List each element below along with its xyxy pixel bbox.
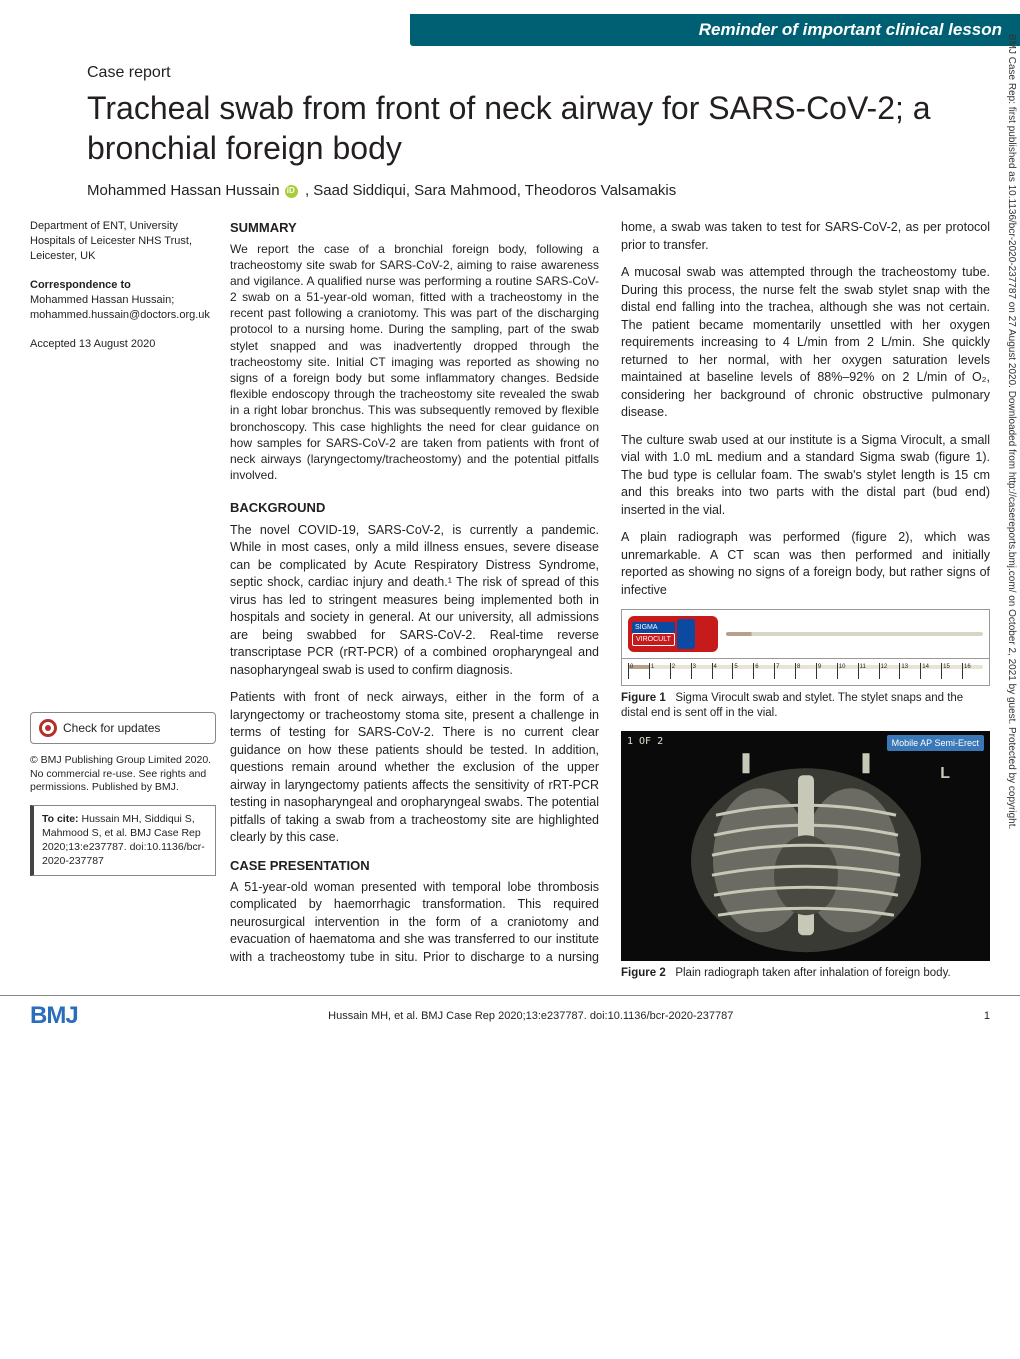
author-1: Mohammed Hassan Hussain — [87, 182, 280, 199]
background-p1: The novel COVID-19, SARS-CoV-2, is curre… — [230, 522, 599, 680]
figure-1-image: SIGMA VIROCULT 012345678910111213141516 — [621, 609, 990, 686]
ruler-tick: 14 — [920, 663, 941, 679]
citation-box: To cite: Hussain MH, Siddiqui S, Mahmood… — [30, 805, 216, 876]
correspondence-head: Correspondence to — [30, 278, 216, 293]
ruler-tick: 6 — [753, 663, 774, 679]
ruler-tick: 16 — [962, 663, 983, 679]
ruler-tick: 8 — [795, 663, 816, 679]
vial-icon: SIGMA VIROCULT — [628, 616, 718, 652]
author-list: Mohammed Hassan Hussain , Saad Siddiqui,… — [87, 182, 1020, 199]
ruler-tick: 13 — [899, 663, 920, 679]
sidebar-meta: Department of ENT, University Hospitals … — [30, 219, 230, 981]
case-p2: A mucosal swab was attempted through the… — [621, 264, 990, 422]
xray-side-marker: L — [940, 763, 950, 785]
author-rest: , Saad Siddiqui, Sara Mahmood, Theodoros… — [305, 182, 676, 199]
figure-2-image: 1 OF 2 Mobile AP Semi-Erect L — [621, 731, 990, 961]
case-p4: A plain radiograph was performed (figure… — [621, 529, 990, 599]
case-heading: CASE PRESENTATION — [230, 857, 599, 875]
page-number: 1 — [984, 1010, 990, 1022]
figure-1-label: Figure 1 — [621, 692, 666, 704]
case-p3: The culture swab used at our institute i… — [621, 432, 990, 520]
check-updates-button[interactable]: Check for updates — [30, 712, 216, 744]
check-updates-label: Check for updates — [63, 720, 160, 736]
figure-1-caption-text: Sigma Virocult swab and stylet. The styl… — [621, 692, 963, 719]
ruler-tick: 0 — [628, 663, 649, 679]
summary-text: We report the case of a bronchial foreig… — [230, 241, 599, 484]
category-banner: Reminder of important clinical lesson — [410, 14, 1020, 46]
footer-citation: Hussain MH, et al. BMJ Case Rep 2020;13:… — [328, 1010, 733, 1022]
figure-2-caption: Figure 2 Plain radiograph taken after in… — [621, 966, 990, 981]
article-title: Tracheal swab from front of neck airway … — [87, 88, 957, 168]
accepted-date: Accepted 13 August 2020 — [30, 337, 216, 352]
vial-label-1: SIGMA — [632, 622, 675, 633]
xray-count-tag: 1 OF 2 — [627, 735, 663, 749]
ruler-tick: 10 — [837, 663, 858, 679]
page-footer: BMJ Hussain MH, et al. BMJ Case Rep 2020… — [0, 995, 1020, 1040]
figure-1: SIGMA VIROCULT 012345678910111213141516 … — [621, 609, 990, 721]
figure-1-caption: Figure 1 Sigma Virocult swab and stylet.… — [621, 691, 990, 721]
department: Department of ENT, University Hospitals … — [30, 219, 216, 264]
cite-head: To cite: — [42, 813, 79, 825]
crossmark-icon — [39, 719, 57, 737]
ruler-tick: 7 — [774, 663, 795, 679]
case-report-label: Case report — [87, 64, 1020, 82]
xray-thorax-icon — [676, 745, 936, 955]
background-heading: BACKGROUND — [230, 499, 599, 517]
figure-2-caption-text: Plain radiograph taken after inhalation … — [675, 967, 950, 979]
copyright-text: © BMJ Publishing Group Limited 2020. No … — [30, 754, 216, 795]
swab-distal-icon — [726, 632, 983, 636]
ruler-tick: 5 — [732, 663, 753, 679]
vial-label-2: VIROCULT — [632, 633, 675, 646]
article-body: SUMMARY We report the case of a bronchia… — [230, 219, 990, 981]
ruler-tick: 4 — [712, 663, 733, 679]
summary-heading: SUMMARY — [230, 219, 599, 237]
ruler-tick: 9 — [816, 663, 837, 679]
ruler-tick: 12 — [879, 663, 900, 679]
figure-2-label: Figure 2 — [621, 967, 666, 979]
ruler-tick: 2 — [670, 663, 691, 679]
bmj-logo: BMJ — [30, 1002, 78, 1030]
vial-cap-icon — [677, 619, 695, 649]
ruler-tick: 15 — [941, 663, 962, 679]
background-p2: Patients with front of neck airways, eit… — [230, 689, 599, 847]
correspondence: Mohammed Hassan Hussain; mohammed.hussai… — [30, 293, 216, 323]
ruler-tick: 1 — [649, 663, 670, 679]
ruler-tick: 3 — [691, 663, 712, 679]
ruler-tick: 11 — [858, 663, 879, 679]
orcid-icon[interactable] — [285, 185, 298, 198]
download-info-strip: BMJ Case Rep: first published as 10.1136… — [1002, 34, 1018, 1354]
figure-2: 1 OF 2 Mobile AP Semi-Erect L — [621, 731, 990, 981]
ruler: 012345678910111213141516 — [628, 663, 983, 679]
